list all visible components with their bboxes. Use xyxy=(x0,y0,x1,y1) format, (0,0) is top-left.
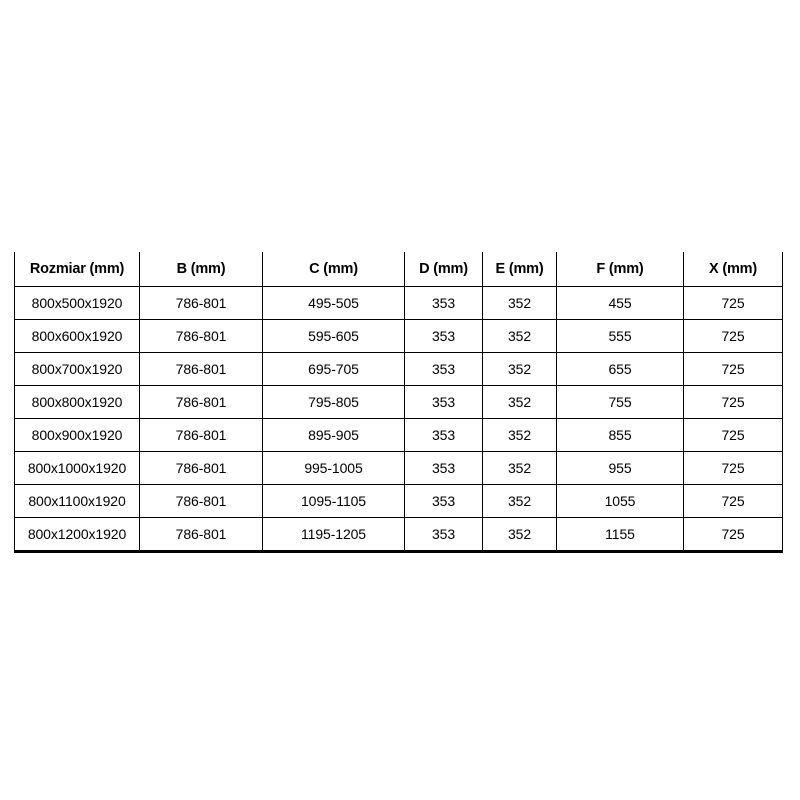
cell-b: 786-801 xyxy=(139,286,263,320)
cell-c: 1195-1205 xyxy=(262,517,405,553)
cell-c: 695-705 xyxy=(262,352,405,386)
cell-f: 855 xyxy=(556,418,684,452)
cell-f: 1055 xyxy=(556,484,684,518)
cell-c: 795-805 xyxy=(262,385,405,419)
dimensions-table: Rozmiar (mm) B (mm) C (mm) D (mm) E (mm)… xyxy=(14,252,783,553)
column-header-d: D (mm) xyxy=(404,252,483,287)
cell-d: 353 xyxy=(404,286,483,320)
cell-x: 725 xyxy=(683,451,783,485)
column-header-c: C (mm) xyxy=(262,252,405,287)
cell-e: 352 xyxy=(482,451,557,485)
table-header-row: Rozmiar (mm) B (mm) C (mm) D (mm) E (mm)… xyxy=(14,252,783,287)
cell-x: 725 xyxy=(683,385,783,419)
cell-d: 353 xyxy=(404,451,483,485)
cell-b: 786-801 xyxy=(139,418,263,452)
cell-e: 352 xyxy=(482,286,557,320)
cell-rozmiar: 800x700x1920 xyxy=(14,352,140,386)
table-row: 800x600x1920 786-801 595-605 353 352 555… xyxy=(14,319,783,353)
cell-rozmiar: 800x1000x1920 xyxy=(14,451,140,485)
cell-b: 786-801 xyxy=(139,517,263,553)
cell-f: 755 xyxy=(556,385,684,419)
cell-rozmiar: 800x600x1920 xyxy=(14,319,140,353)
cell-b: 786-801 xyxy=(139,319,263,353)
table-body: 800x500x1920 786-801 495-505 353 352 455… xyxy=(14,286,783,553)
column-header-x: X (mm) xyxy=(683,252,783,287)
cell-c: 495-505 xyxy=(262,286,405,320)
cell-rozmiar: 800x900x1920 xyxy=(14,418,140,452)
cell-f: 655 xyxy=(556,352,684,386)
cell-e: 352 xyxy=(482,517,557,553)
cell-b: 786-801 xyxy=(139,385,263,419)
cell-d: 353 xyxy=(404,352,483,386)
cell-f: 555 xyxy=(556,319,684,353)
column-header-e: E (mm) xyxy=(482,252,557,287)
table-header: Rozmiar (mm) B (mm) C (mm) D (mm) E (mm)… xyxy=(14,252,783,287)
cell-x: 725 xyxy=(683,352,783,386)
cell-x: 725 xyxy=(683,286,783,320)
cell-e: 352 xyxy=(482,319,557,353)
cell-d: 353 xyxy=(404,484,483,518)
cell-f: 1155 xyxy=(556,517,684,553)
table-row: 800x900x1920 786-801 895-905 353 352 855… xyxy=(14,418,783,452)
cell-x: 725 xyxy=(683,517,783,553)
table-row: 800x1000x1920 786-801 995-1005 353 352 9… xyxy=(14,451,783,485)
cell-x: 725 xyxy=(683,319,783,353)
cell-c: 995-1005 xyxy=(262,451,405,485)
dimensions-table-container: Rozmiar (mm) B (mm) C (mm) D (mm) E (mm)… xyxy=(14,252,783,553)
cell-d: 353 xyxy=(404,385,483,419)
cell-d: 353 xyxy=(404,418,483,452)
column-header-rozmiar: Rozmiar (mm) xyxy=(14,252,140,287)
cell-c: 895-905 xyxy=(262,418,405,452)
cell-x: 725 xyxy=(683,484,783,518)
cell-b: 786-801 xyxy=(139,484,263,518)
cell-b: 786-801 xyxy=(139,352,263,386)
cell-f: 455 xyxy=(556,286,684,320)
table-row: 800x800x1920 786-801 795-805 353 352 755… xyxy=(14,385,783,419)
cell-x: 725 xyxy=(683,418,783,452)
cell-rozmiar: 800x1200x1920 xyxy=(14,517,140,553)
cell-rozmiar: 800x800x1920 xyxy=(14,385,140,419)
column-header-f: F (mm) xyxy=(556,252,684,287)
cell-c: 1095-1105 xyxy=(262,484,405,518)
cell-b: 786-801 xyxy=(139,451,263,485)
table-row: 800x1200x1920 786-801 1195-1205 353 352 … xyxy=(14,517,783,553)
cell-e: 352 xyxy=(482,352,557,386)
cell-d: 353 xyxy=(404,517,483,553)
cell-c: 595-605 xyxy=(262,319,405,353)
cell-rozmiar: 800x1100x1920 xyxy=(14,484,140,518)
cell-f: 955 xyxy=(556,451,684,485)
table-row: 800x500x1920 786-801 495-505 353 352 455… xyxy=(14,286,783,320)
cell-d: 353 xyxy=(404,319,483,353)
column-header-b: B (mm) xyxy=(139,252,263,287)
cell-e: 352 xyxy=(482,385,557,419)
table-row: 800x700x1920 786-801 695-705 353 352 655… xyxy=(14,352,783,386)
cell-rozmiar: 800x500x1920 xyxy=(14,286,140,320)
cell-e: 352 xyxy=(482,418,557,452)
table-row: 800x1100x1920 786-801 1095-1105 353 352 … xyxy=(14,484,783,518)
cell-e: 352 xyxy=(482,484,557,518)
